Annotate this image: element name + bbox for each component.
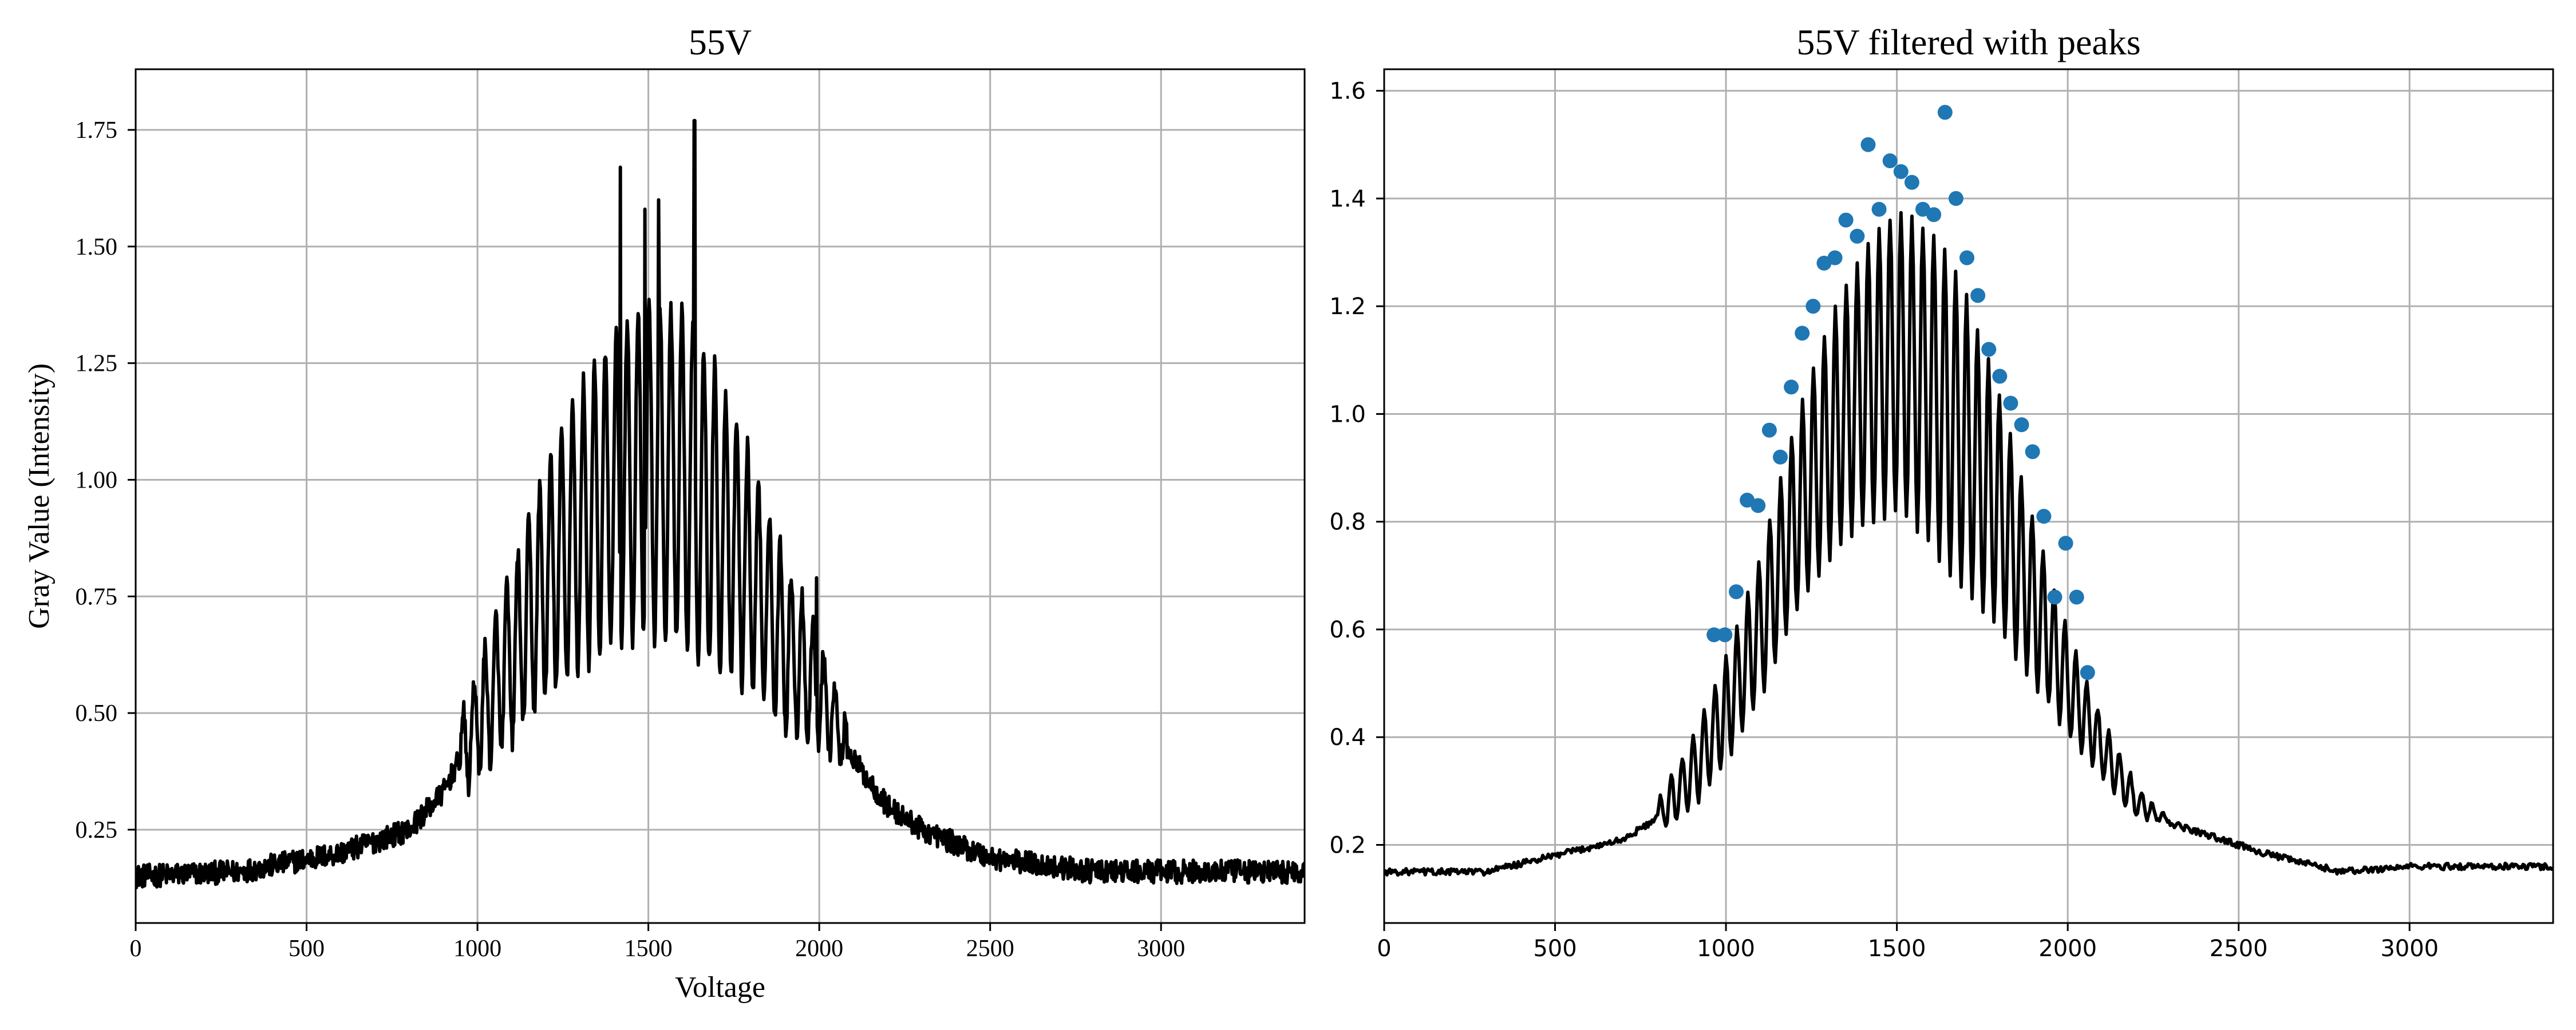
plot-area-left [136,69,1305,923]
axes-frame-right [1383,68,2554,924]
peak-marker [1717,627,1733,643]
peak-marker [1937,105,1953,120]
y-tick-label: 0.75 [76,584,118,610]
peak-marker [1805,299,1821,314]
x-tick-label: 3000 [2380,936,2439,962]
peak-marker [1959,250,1975,266]
y-tick-label: 1.6 [1329,78,1366,105]
peak-marker [1850,228,1865,244]
x-tick-label: 2000 [795,936,843,962]
x-tick-label: 3000 [1137,936,1185,962]
peak-marker [2014,417,2029,433]
peak-marker [2080,665,2095,680]
y-ticks-right: 0.2 0.4 0.6 0.8 1.0 1.2 1.4 1.6 [1329,78,1384,859]
y-axis-label-left: Gray Value (Intensity) [23,363,56,629]
x-tick-label: 1000 [453,936,501,962]
y-tick-label: 0.4 [1329,724,1366,751]
peak-marker [1728,584,1744,600]
x-tick-label: 1500 [1868,936,1926,962]
peak-marker [2003,395,2018,411]
chart-filtered-peaks: 0 500 1000 1500 2000 2500 3000 0.2 0.4 0.6 0.8 1.0… [1329,22,2554,962]
y-tick-label: 0.8 [1329,509,1366,536]
peak-marker [1773,449,1788,465]
x-tick-label: 500 [289,936,325,962]
x-ticks-right: 0 500 1000 1500 2000 2500 3000 [1377,923,2439,962]
peak-marker [2025,444,2040,459]
peak-marker [1795,326,1810,341]
y-tick-label: 1.0 [1329,401,1366,427]
x-tick-label: 0 [130,936,142,962]
x-tick-label: 2500 [2210,936,2268,962]
y-tick-label: 0.25 [76,817,118,843]
x-tick-label: 1000 [1697,936,1755,962]
x-axis-label-left: Voltage [675,971,765,1004]
x-tick-label: 1500 [625,936,673,962]
chart-raw-55v: 0 500 1000 1500 2000 2500 3000 0.25 0.50 0.75 1.0… [23,22,1306,1004]
y-tick-label: 1.75 [76,117,118,144]
peak-marker [2058,536,2073,551]
y-ticks-left: 0.25 0.50 0.75 1.00 1.25 1.50 1.75 [76,117,136,843]
peak-marker [1761,422,1777,438]
y-tick-label: 0.2 [1329,833,1366,859]
peak-marker [1981,342,1997,357]
peak-marker [2047,589,2063,605]
peak-marker [1882,153,1898,169]
x-tick-label: 0 [1377,936,1391,962]
y-tick-label: 1.25 [76,351,118,377]
peak-marker [1871,201,1887,217]
peak-marker [1948,191,1963,206]
peak-marker [1860,137,1876,152]
x-ticks-left: 0 500 1000 1500 2000 2500 3000 [130,923,1185,962]
y-tick-label: 1.4 [1329,186,1366,212]
intensity-line-filtered [1384,211,2553,877]
peak-marker [1926,207,1942,223]
y-tick-label: 1.2 [1329,294,1366,320]
peak-marker [1751,498,1766,513]
peak-marker [1904,175,1919,190]
x-tick-label: 2500 [966,936,1014,962]
peak-marker [1827,250,1843,266]
intensity-line-raw [136,118,1305,890]
peak-marker [1970,288,1986,303]
chart-title-right: 55V filtered with peaks [1796,22,2140,62]
grid-left [135,69,1305,923]
y-tick-label: 1.50 [76,234,118,260]
y-tick-label: 0.6 [1329,617,1366,643]
y-tick-label: 1.00 [76,467,118,493]
peak-marker [2036,509,2052,524]
peak-marker [1992,369,2008,384]
peak-marker [1784,379,1799,395]
y-tick-label: 0.50 [76,700,118,727]
peak-marker [1893,164,1909,179]
x-tick-label: 500 [1533,936,1577,962]
peak-marker [1706,627,1722,643]
peak-marker [1838,212,1854,228]
peak-markers [1706,105,2095,680]
chart-title-left: 55V [689,22,752,62]
peak-marker [2069,589,2084,605]
axes-frame-left [135,68,1306,924]
x-tick-label: 2000 [2038,936,2097,962]
